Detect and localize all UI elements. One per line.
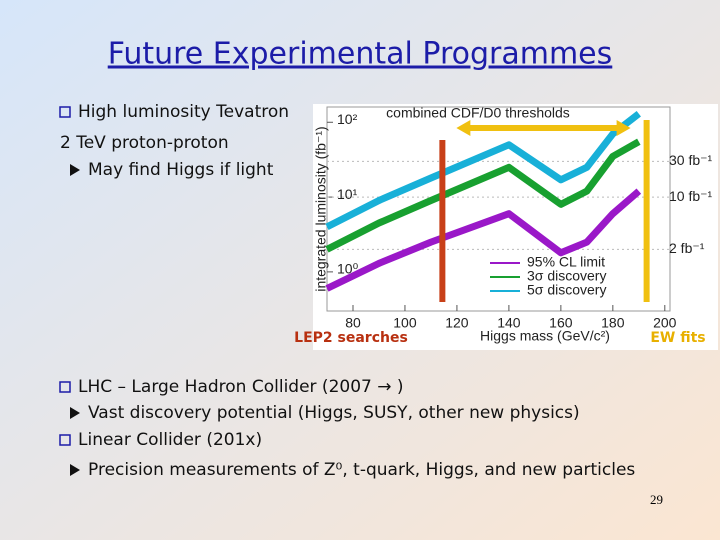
bullet-box	[59, 434, 71, 446]
slide-title: Future Experimental Programmes	[108, 37, 613, 72]
figure-title: combined CDF/D0 thresholds	[386, 105, 570, 121]
bullet-text: High luminosity Tevatron	[78, 102, 289, 122]
bullets: High luminosity Tevatron 2 TeV proton-pro…	[59, 102, 635, 480]
legend-label: 3σ discovery	[527, 268, 606, 284]
band-label: EW fits	[650, 330, 705, 346]
x-tick-label: 140	[497, 315, 521, 331]
y-tick-label: 10²	[337, 111, 358, 127]
lumi-label: 30 fb⁻¹	[669, 152, 713, 168]
page-number: 29	[650, 492, 663, 507]
bullet-text: Linear Collider (201x)	[78, 430, 262, 450]
x-tick-label: 160	[549, 315, 573, 331]
lumi-label: 10 fb⁻¹	[669, 188, 713, 204]
y-axis-label: integrated luminosity (fb⁻¹)	[313, 126, 329, 291]
curve	[325, 188, 642, 292]
figure-panel	[313, 104, 718, 350]
band-label: LEP2 searches	[294, 330, 408, 346]
sub-bullet-text: Precision measurements of Z⁰, t-quark, H…	[88, 460, 635, 480]
x-tick-label: 80	[345, 315, 361, 331]
legend-label: 5σ discovery	[527, 282, 606, 298]
x-axis-label: Higgs mass (GeV/c²)	[480, 328, 610, 344]
x-tick-label: 180	[601, 315, 625, 331]
curve	[325, 138, 641, 253]
bullet-text: LHC – Large Hadron Collider (2007 → )	[78, 377, 404, 397]
x-tick-label: 120	[445, 315, 469, 331]
sub-bullet-text: May find Higgs if light	[88, 160, 274, 180]
sub-bullet-text: Vast discovery potential (Higgs, SUSY, o…	[88, 403, 580, 423]
lumi-label: 2 fb⁻¹	[669, 240, 705, 256]
curve	[325, 110, 641, 230]
x-tick-label: 200	[653, 315, 677, 331]
y-tick-label: 10¹	[337, 186, 358, 202]
arrow-bullet	[70, 407, 80, 419]
bullet-box	[59, 106, 71, 118]
plot-frame	[326, 106, 671, 312]
x-tick-label: 100	[393, 315, 417, 331]
threshold-arrow	[456, 120, 631, 136]
arrow-bullet	[70, 464, 80, 476]
sub-bullet-text: 2 TeV proton-proton	[60, 133, 229, 153]
bullet-box	[59, 381, 71, 393]
arrow-bullet	[70, 164, 80, 176]
legend-label: 95% CL limit	[527, 254, 605, 270]
